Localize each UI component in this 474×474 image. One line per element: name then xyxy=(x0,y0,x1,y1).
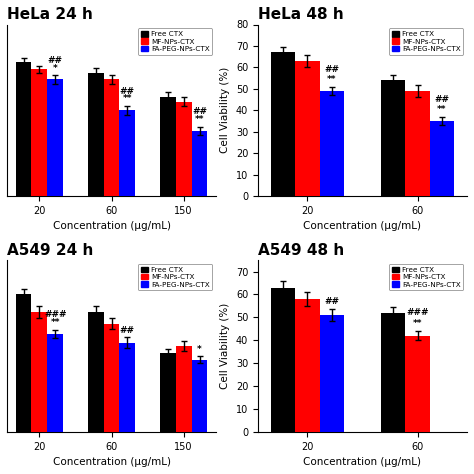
Bar xyxy=(191,360,208,432)
Bar xyxy=(88,311,104,432)
Bar xyxy=(16,62,31,196)
Bar xyxy=(119,110,135,196)
X-axis label: Concentration (μg/mL): Concentration (μg/mL) xyxy=(303,221,421,231)
Bar xyxy=(119,343,135,432)
Text: **: ** xyxy=(327,74,337,83)
Bar xyxy=(88,73,104,196)
Text: A549 48 h: A549 48 h xyxy=(258,243,344,257)
Text: **: ** xyxy=(437,105,447,114)
Bar xyxy=(176,346,191,432)
Legend: Free CTX, MF-NPs-CTX, FA-PEG-NPs-CTX: Free CTX, MF-NPs-CTX, FA-PEG-NPs-CTX xyxy=(389,264,464,291)
X-axis label: Concentration (μg/mL): Concentration (μg/mL) xyxy=(303,457,421,467)
Bar xyxy=(381,313,405,432)
Bar xyxy=(191,131,208,196)
Bar xyxy=(271,288,295,432)
Text: A549 24 h: A549 24 h xyxy=(7,243,93,257)
Legend: Free CTX, MF-NPs-CTX, FA-PEG-NPs-CTX: Free CTX, MF-NPs-CTX, FA-PEG-NPs-CTX xyxy=(138,28,212,55)
Text: ##: ## xyxy=(324,297,339,306)
Bar xyxy=(295,61,319,196)
Legend: Free CTX, MF-NPs-CTX, FA-PEG-NPs-CTX: Free CTX, MF-NPs-CTX, FA-PEG-NPs-CTX xyxy=(389,28,464,55)
Bar xyxy=(405,91,429,196)
Y-axis label: Cell Viability (%): Cell Viability (%) xyxy=(220,303,230,389)
Text: HeLa 24 h: HeLa 24 h xyxy=(7,7,93,22)
X-axis label: Concentration (μg/mL): Concentration (μg/mL) xyxy=(53,221,171,231)
Bar xyxy=(176,102,191,196)
Bar xyxy=(295,299,319,432)
Bar xyxy=(271,53,295,196)
Bar xyxy=(104,80,119,196)
Bar xyxy=(381,80,405,196)
Bar xyxy=(319,91,344,196)
Text: **: ** xyxy=(51,318,60,327)
Text: ###: ### xyxy=(406,308,429,317)
X-axis label: Concentration (μg/mL): Concentration (μg/mL) xyxy=(53,457,171,467)
Legend: Free CTX, MF-NPs-CTX, FA-PEG-NPs-CTX: Free CTX, MF-NPs-CTX, FA-PEG-NPs-CTX xyxy=(138,264,212,291)
Text: HeLa 48 h: HeLa 48 h xyxy=(258,7,344,22)
Text: **: ** xyxy=(413,319,422,328)
Bar xyxy=(104,324,119,432)
Bar xyxy=(160,97,176,196)
Bar xyxy=(31,311,47,432)
Y-axis label: Cell Viability (%): Cell Viability (%) xyxy=(220,67,230,154)
Text: ##: ## xyxy=(434,95,449,104)
Text: ##: ## xyxy=(324,65,339,74)
Bar xyxy=(160,353,176,432)
Text: **: ** xyxy=(123,94,132,103)
Text: ##: ## xyxy=(192,107,207,116)
Text: *: * xyxy=(197,345,202,354)
Bar xyxy=(319,315,344,432)
Text: *: * xyxy=(53,64,58,73)
Text: ###: ### xyxy=(44,310,66,319)
Bar xyxy=(405,336,429,432)
Bar xyxy=(16,294,31,432)
Bar xyxy=(429,121,454,196)
Text: ##: ## xyxy=(120,87,135,96)
Bar xyxy=(47,334,63,432)
Text: ##: ## xyxy=(48,56,63,65)
Text: **: ** xyxy=(195,115,204,124)
Bar xyxy=(31,69,47,196)
Text: ##: ## xyxy=(120,326,135,335)
Bar xyxy=(47,80,63,196)
